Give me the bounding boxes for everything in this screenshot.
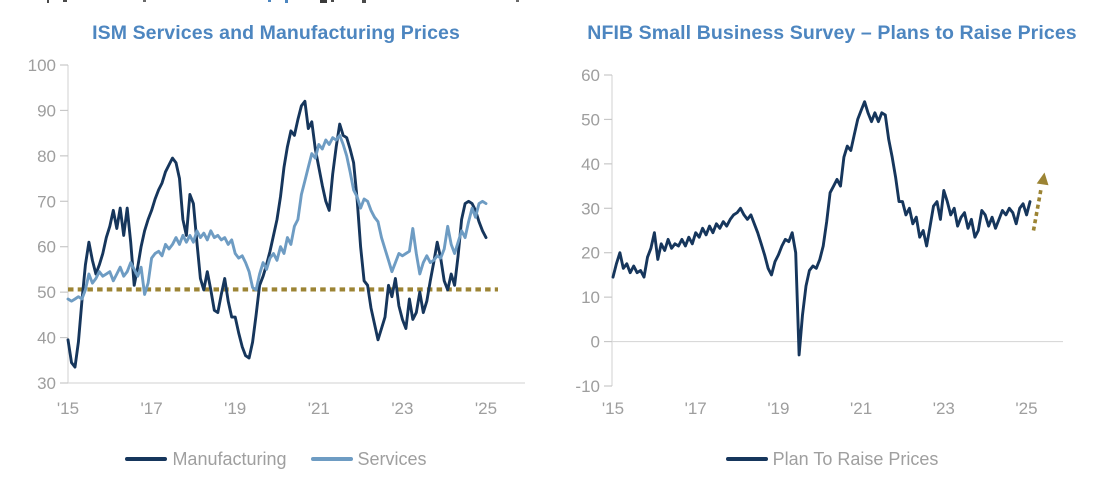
x-tick-label-1: '23 bbox=[933, 399, 955, 418]
series-line-plan-to-raise-prices bbox=[611, 100, 1032, 357]
x-tick-label-1: '21 bbox=[850, 399, 872, 418]
nfib-chart-title: NFIB Small Business Survey – Plans to Ra… bbox=[587, 22, 1077, 44]
y-tick-label-0: 70 bbox=[37, 192, 56, 211]
nfib-legend: Plan To Raise Prices bbox=[558, 447, 1106, 471]
services-line-swatch bbox=[310, 457, 353, 461]
y-tick-label-0: 90 bbox=[37, 101, 56, 120]
y-tick-label-1: 10 bbox=[581, 288, 600, 307]
manufacturing-line-swatch bbox=[125, 457, 168, 461]
x-tick-label-1: '25 bbox=[1015, 399, 1037, 418]
x-tick-label-0: '17 bbox=[141, 399, 163, 418]
cropped-text-remnant bbox=[0, 0, 1109, 5]
x-tick-label-1: '17 bbox=[685, 399, 707, 418]
y-tick-label-1: 50 bbox=[581, 110, 600, 129]
y-tick-label-1: 30 bbox=[581, 199, 600, 218]
x-tick-label-0: '21 bbox=[308, 399, 330, 418]
x-tick-label-1: '19 bbox=[767, 399, 789, 418]
plan-to-raise-prices-legend-label: Plan To Raise Prices bbox=[772, 449, 939, 469]
x-tick-label-0: '15 bbox=[57, 399, 79, 418]
y-tick-label-0: 40 bbox=[37, 329, 56, 348]
y-tick-label-0: 30 bbox=[37, 374, 56, 393]
y-tick-label-0: 60 bbox=[37, 238, 56, 257]
y-tick-label-1: -10 bbox=[575, 377, 600, 396]
y-tick-label-1: 40 bbox=[581, 155, 600, 174]
y-tick-label-0: 50 bbox=[37, 283, 56, 302]
services-legend-label: Services bbox=[357, 449, 427, 469]
y-tick-label-1: 0 bbox=[591, 333, 600, 352]
plan-to-raise-prices-line-swatch bbox=[725, 457, 768, 461]
y-tick-label-0: 100 bbox=[28, 56, 56, 75]
series-line-manufacturing bbox=[66, 99, 488, 369]
legend-item-services: Services bbox=[310, 449, 427, 469]
x-tick-label-0: '25 bbox=[475, 399, 497, 418]
series-line-services bbox=[66, 133, 488, 303]
ism-chart-title: ISM Services and Manufacturing Prices bbox=[92, 22, 460, 44]
x-tick-label-1: '15 bbox=[602, 399, 624, 418]
y-tick-label-1: 60 bbox=[581, 66, 600, 85]
manufacturing-legend-label: Manufacturing bbox=[172, 449, 287, 469]
y-tick-label-1: 20 bbox=[581, 244, 600, 263]
x-tick-label-0: '23 bbox=[391, 399, 413, 418]
y-tick-label-0: 80 bbox=[37, 147, 56, 166]
x-tick-label-0: '19 bbox=[224, 399, 246, 418]
ism-legend: Manufacturing Services bbox=[20, 447, 532, 471]
legend-item-manufacturing: Manufacturing bbox=[125, 449, 287, 469]
forecast-arrow-head bbox=[1036, 172, 1049, 186]
legend-item-plan-to-raise-prices: Plan To Raise Prices bbox=[725, 449, 939, 469]
forecast-arrow-shaft bbox=[1031, 188, 1043, 231]
